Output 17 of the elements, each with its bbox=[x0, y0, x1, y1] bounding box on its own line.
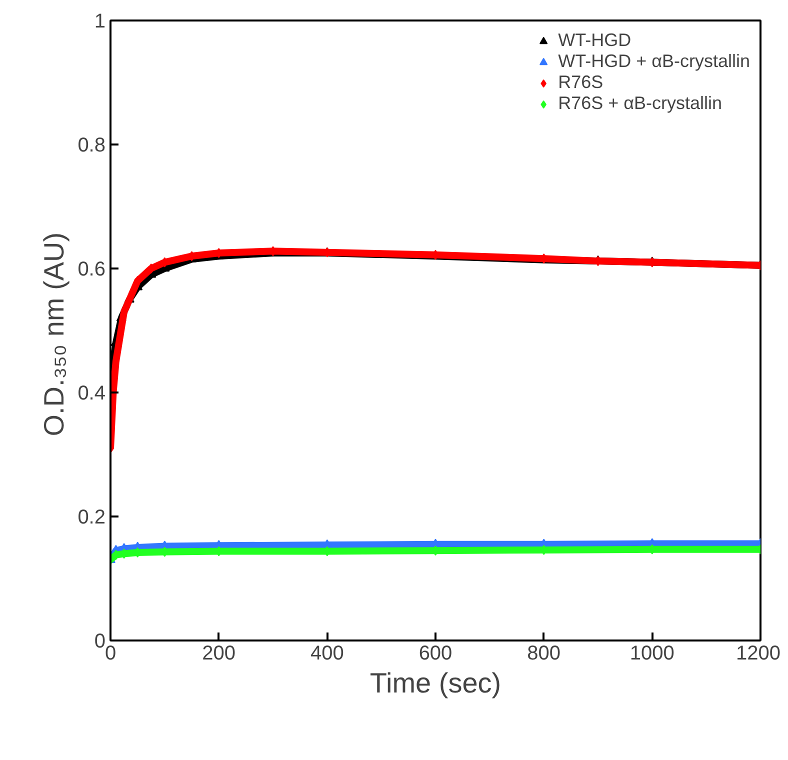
legend-label: R76S + αB-crystallin bbox=[558, 93, 722, 114]
x-tick-label: 1000 bbox=[630, 642, 674, 664]
x-axis-title: Time (sec) bbox=[370, 668, 502, 698]
y-tick-label: 0.8 bbox=[78, 134, 106, 156]
x-tick-label: 400 bbox=[310, 642, 344, 664]
y-tick-label: 1 bbox=[94, 10, 106, 32]
x-tick-label: 600 bbox=[418, 642, 452, 664]
y-tick-label: 0.4 bbox=[78, 382, 106, 404]
legend-label: R76S bbox=[558, 72, 604, 93]
x-tick-label: 800 bbox=[527, 642, 561, 664]
y-axis-title: O.D.₃₅₀ nm (AU) bbox=[38, 232, 70, 436]
y-tick-label: 0.6 bbox=[78, 258, 106, 280]
y-tick-label: 0.2 bbox=[78, 506, 106, 528]
x-tick-label: 1200 bbox=[736, 642, 781, 664]
legend-label: WT-HGD + αB-crystallin bbox=[558, 51, 750, 72]
x-tick-label: 200 bbox=[202, 642, 236, 664]
legend-label: WT-HGD bbox=[558, 30, 632, 51]
